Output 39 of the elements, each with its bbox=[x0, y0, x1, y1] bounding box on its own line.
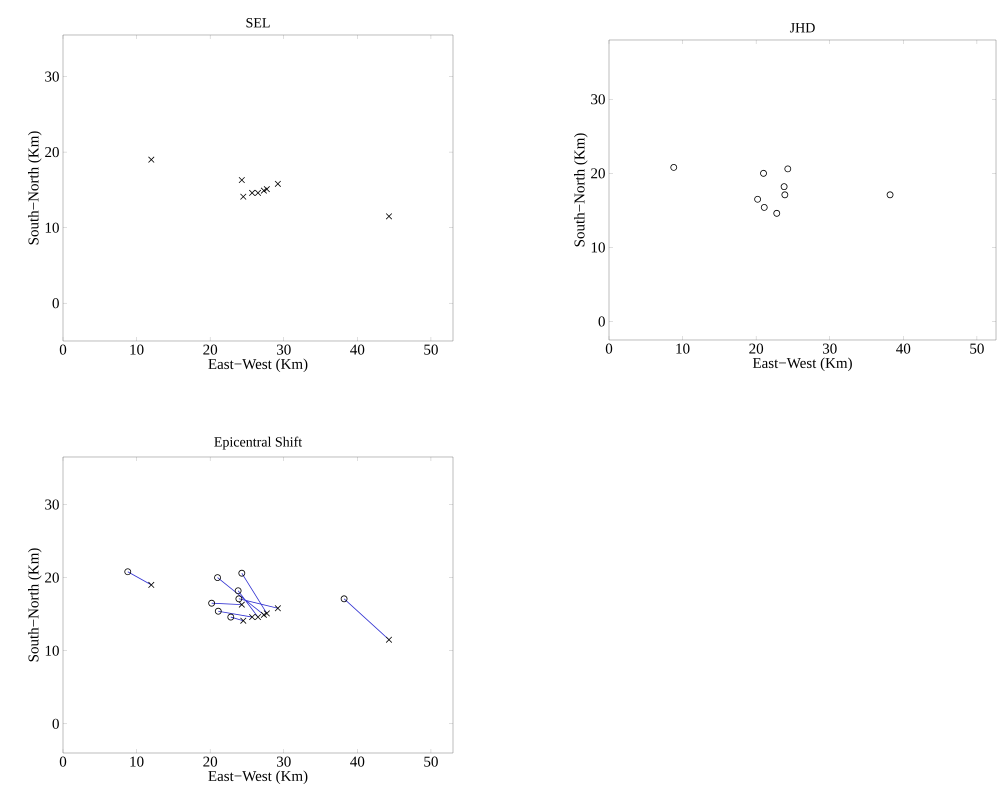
x-tick-label: 10 bbox=[130, 344, 144, 355]
x-tick-label: 20 bbox=[203, 756, 218, 767]
y-tick-label: 30 bbox=[45, 499, 59, 510]
x-tick-label: 30 bbox=[276, 756, 291, 767]
y-tick-label: 10 bbox=[46, 222, 59, 233]
x-tick-label: 30 bbox=[822, 344, 837, 354]
x-tick-label: 40 bbox=[896, 344, 910, 354]
x-tick-label: 50 bbox=[424, 344, 438, 355]
x-tick-label: 20 bbox=[749, 344, 764, 354]
y-tick-label: 10 bbox=[592, 242, 605, 252]
x-tick-label: 30 bbox=[276, 344, 291, 355]
x-tick-label: 10 bbox=[130, 756, 144, 767]
x-tick-label: 40 bbox=[350, 344, 364, 355]
x-axis-title: East−West (Km) bbox=[752, 358, 852, 372]
x-tick-label: 50 bbox=[424, 756, 438, 767]
y-axis-title: South−North (Km) bbox=[574, 133, 588, 246]
y-tick-label: 10 bbox=[46, 646, 59, 656]
x-axis-title: East−West (Km) bbox=[208, 770, 308, 784]
y-tick-label: 30 bbox=[45, 71, 59, 82]
x-tick-label: 0 bbox=[606, 344, 612, 354]
chart-title: Epicentral Shift bbox=[214, 436, 302, 450]
y-tick-label: 20 bbox=[45, 572, 59, 583]
y-axis-title: South−North (Km) bbox=[28, 548, 42, 662]
x-tick-label: 0 bbox=[60, 344, 66, 355]
x-tick-label: 50 bbox=[970, 344, 984, 354]
chart-title: SEL bbox=[246, 18, 270, 28]
x-tick-label: 40 bbox=[350, 756, 364, 767]
y-tick-label: 20 bbox=[591, 168, 605, 178]
y-tick-label: 30 bbox=[591, 94, 605, 104]
y-tick-label: 0 bbox=[52, 298, 59, 308]
y-tick-label: 0 bbox=[52, 718, 59, 729]
y-axis-title: South−North (Km) bbox=[28, 131, 42, 244]
x-tick-label: 10 bbox=[676, 344, 690, 354]
y-tick-label: 0 bbox=[598, 316, 605, 327]
x-axis-title: East−West (Km) bbox=[208, 358, 308, 372]
x-tick-label: 20 bbox=[203, 344, 218, 355]
y-tick-label: 20 bbox=[45, 147, 59, 158]
x-tick-label: 0 bbox=[60, 756, 66, 767]
chart-title: JHD bbox=[790, 23, 815, 32]
